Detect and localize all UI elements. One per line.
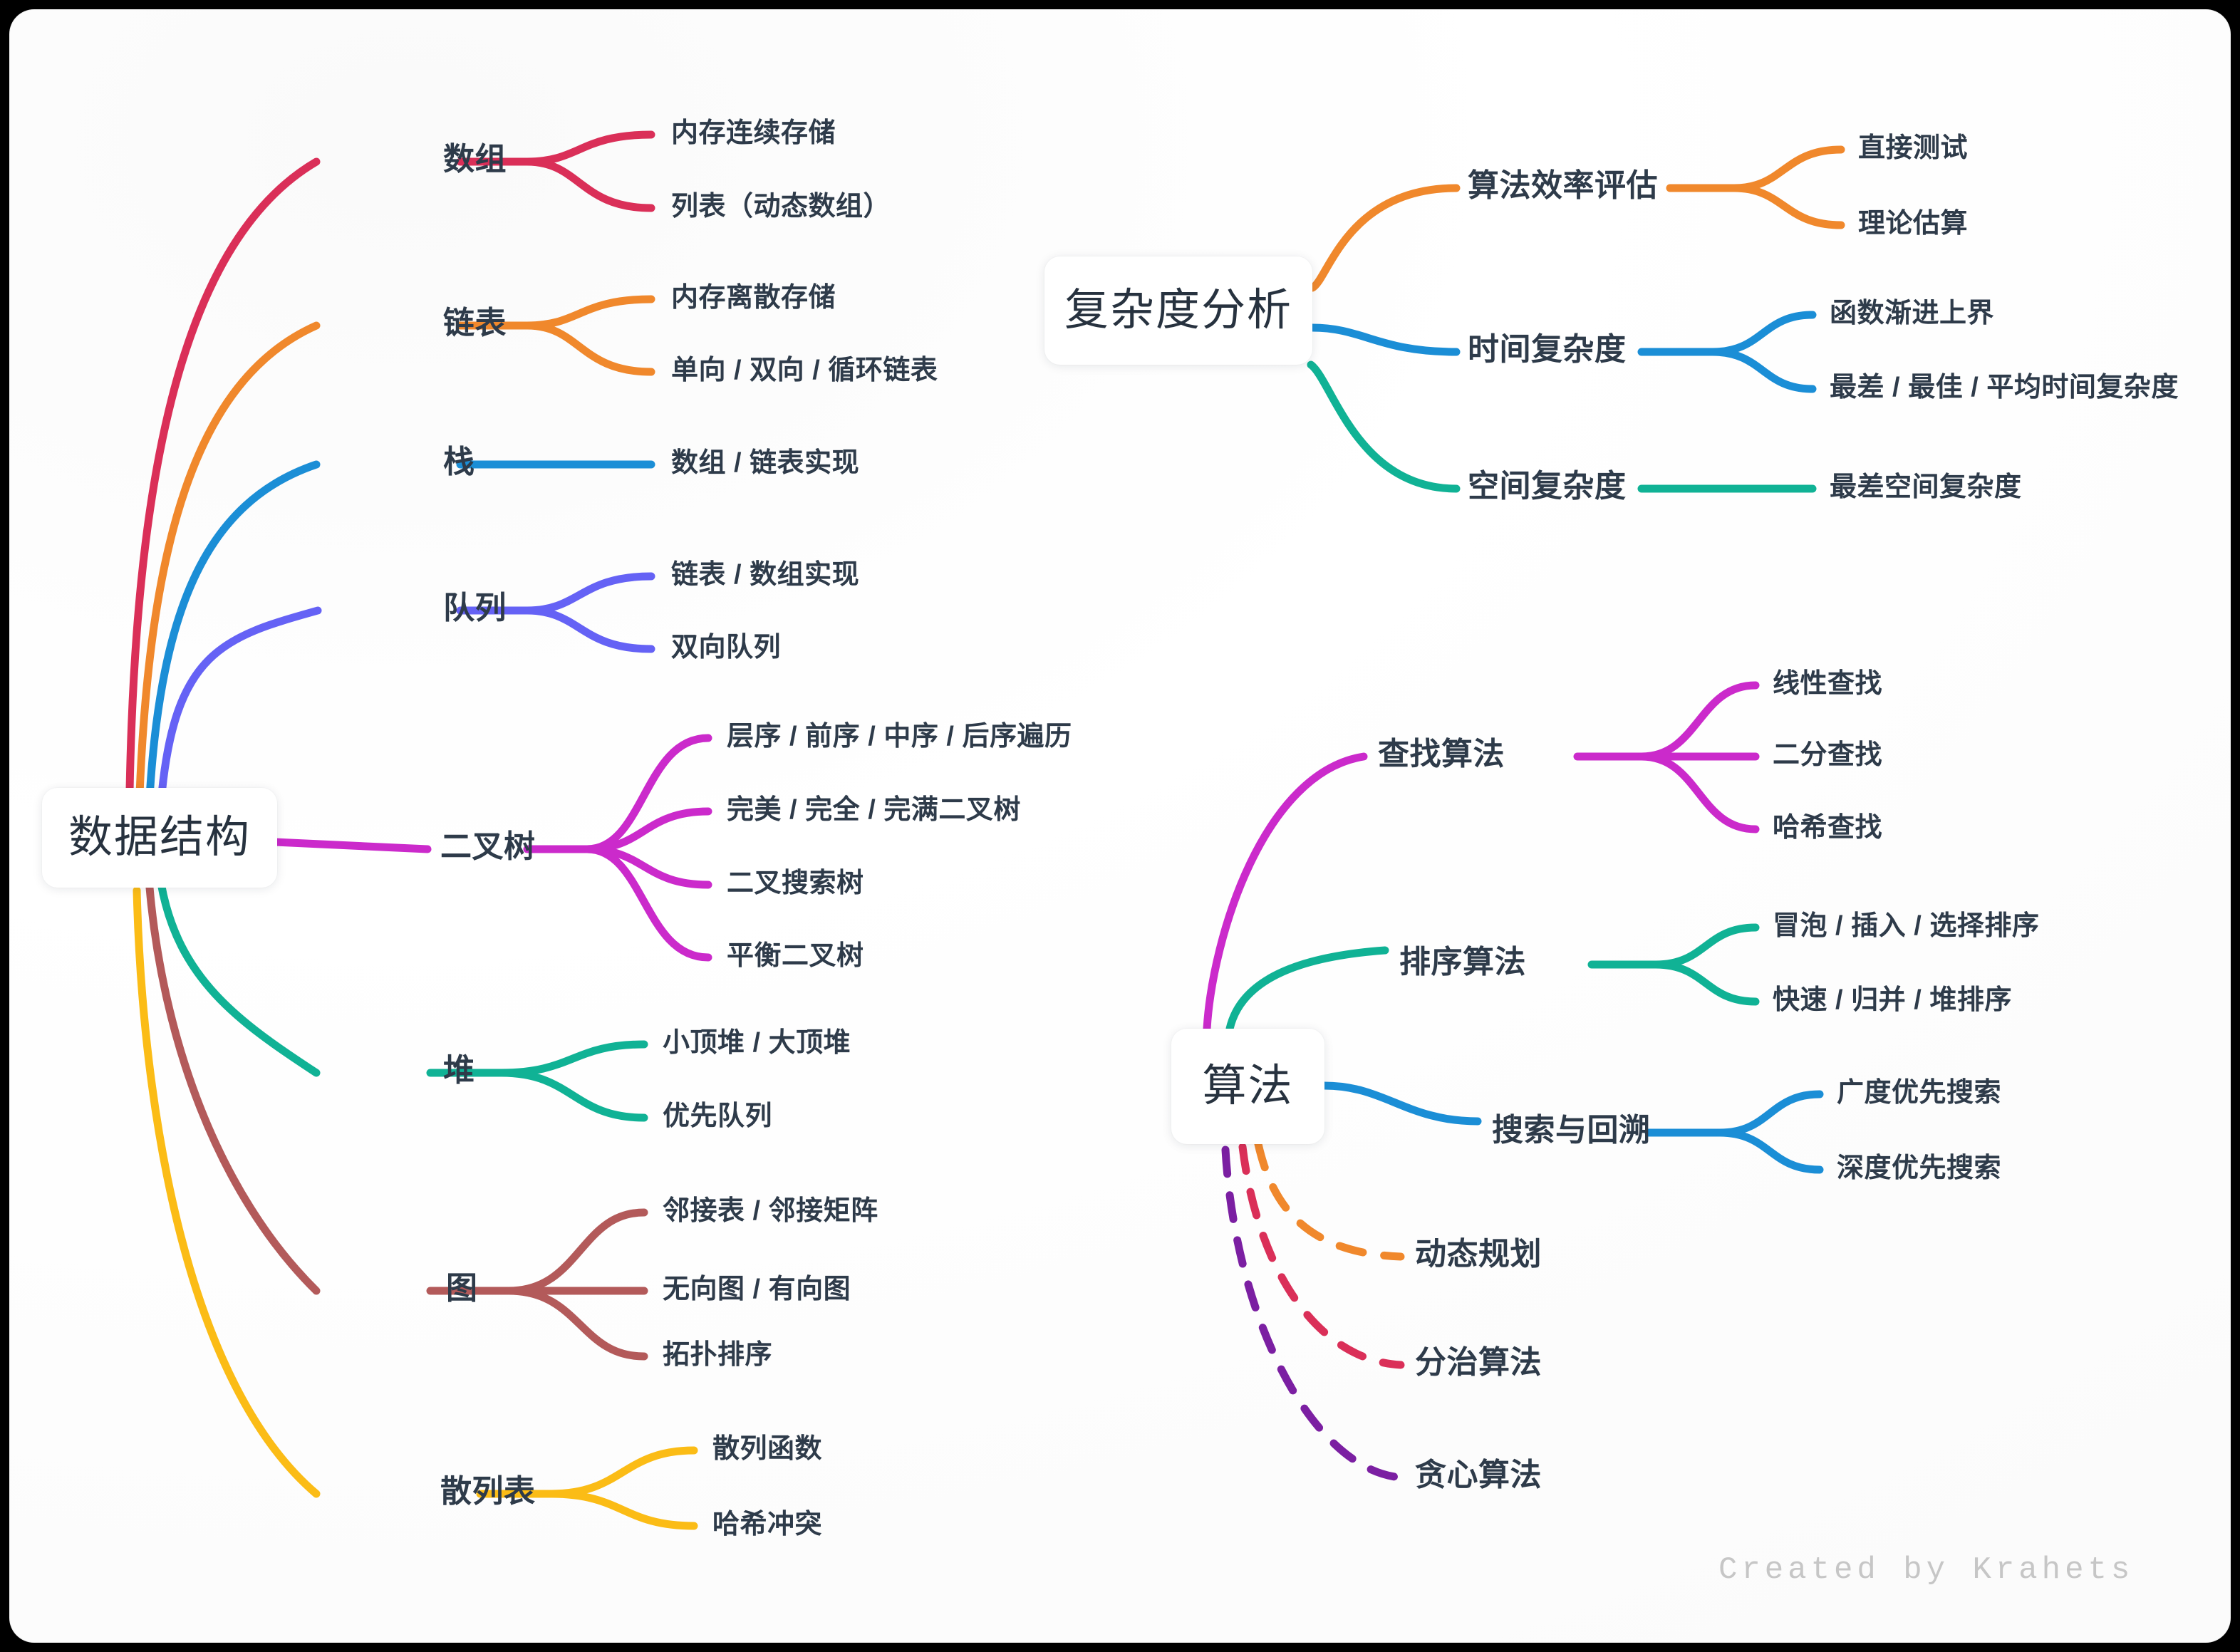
node-cx-efficiency[interactable]: 算法效率评估 — [1468, 168, 1658, 203]
leaf-linklist-kinds[interactable]: 单向 / 双向 / 循环链表 — [671, 355, 938, 385]
leaf-array-contiguous[interactable]: 内存连续存储 — [671, 118, 836, 148]
leaf-stack-impl[interactable]: 数组 / 链表实现 — [671, 448, 860, 478]
link-backtrack-c1 — [1716, 1128, 1824, 1174]
node-ds-graph[interactable]: 图 — [446, 1271, 478, 1306]
node-cx-space[interactable]: 空间复杂度 — [1468, 469, 1627, 504]
link-cx-time — [1308, 323, 1461, 356]
link-eff-c1 — [1730, 184, 1845, 229]
link-time-c0 — [1708, 311, 1817, 356]
node-ds-stack[interactable]: 栈 — [443, 445, 475, 479]
node-ds-linklist[interactable]: 链表 — [443, 306, 507, 341]
link-heap-c1 — [497, 1069, 648, 1122]
node-al-dp[interactable]: 动态规划 — [1415, 1237, 1542, 1272]
link-array-c1 — [523, 157, 655, 212]
link-al-search — [1203, 752, 1368, 1033]
leaf-cx-theory-estimate[interactable]: 理论估算 — [1858, 209, 1969, 239]
leaf-linklist-discrete[interactable]: 内存离散存储 — [671, 283, 836, 313]
credit-footer: Created by Krahets — [1718, 1552, 2135, 1588]
leaf-heap-priority-queue[interactable]: 优先队列 — [663, 1101, 773, 1131]
link-search-c0 — [1637, 681, 1760, 761]
node-ds-array[interactable]: 数组 — [443, 142, 507, 177]
leaf-backtrack-dfs[interactable]: 深度优先搜索 — [1837, 1153, 2002, 1183]
link-ds-array — [125, 157, 321, 794]
node-al-sort[interactable]: 排序算法 — [1399, 945, 1526, 980]
leaf-hash-function[interactable]: 散列函数 — [712, 1434, 823, 1464]
mindmap-connectors — [125, 130, 1845, 1530]
leaf-bintree-balanced[interactable]: 平衡二叉树 — [727, 941, 864, 971]
leaf-cx-direct-test[interactable]: 直接测试 — [1858, 133, 1969, 163]
node-ds-heap[interactable]: 堆 — [443, 1053, 475, 1088]
node-ds-queue[interactable]: 队列 — [443, 591, 507, 625]
link-ds-bintree — [271, 838, 432, 853]
leaf-heap-minmax[interactable]: 小顶堆 / 大顶堆 — [663, 1028, 851, 1058]
leaf-array-dynamic-list[interactable]: 列表（动态数组） — [671, 192, 891, 222]
leaf-queue-deque[interactable]: 双向队列 — [671, 633, 782, 663]
root-label-complexity-analysis: 复杂度分析 — [1064, 286, 1292, 335]
node-cx-time[interactable]: 时间复杂度 — [1468, 332, 1627, 367]
link-eff-c0 — [1730, 145, 1845, 192]
root-node-algorithm[interactable]: 算法 — [1171, 1029, 1324, 1144]
link-hashmap-c1 — [547, 1490, 698, 1530]
link-linklist-c1 — [523, 321, 655, 376]
leaf-graph-directedness[interactable]: 无向图 / 有向图 — [663, 1274, 851, 1304]
link-ds-linklist — [135, 321, 321, 798]
link-al-divide — [1238, 1143, 1405, 1369]
node-al-divide[interactable]: 分治算法 — [1415, 1345, 1542, 1380]
link-ds-queue — [157, 606, 322, 806]
link-sort-c0 — [1652, 923, 1760, 969]
leaf-queue-impl[interactable]: 链表 / 数组实现 — [671, 560, 860, 590]
link-al-greedy — [1221, 1146, 1405, 1482]
mindmap-card: 数据结构 复杂度分析 算法 数组 链表 栈 队列 二叉树 堆 图 散列表 内存连… — [10, 10, 2230, 1642]
node-ds-hashmap[interactable]: 散列表 — [440, 1474, 536, 1509]
leaf-hash-collision[interactable]: 哈希冲突 — [712, 1510, 823, 1539]
link-ds-heap — [157, 879, 321, 1077]
link-queue-c1 — [523, 606, 655, 653]
root-label-data-structure: 数据结构 — [68, 813, 251, 862]
link-linklist-c0 — [523, 295, 655, 330]
link-heap-c0 — [497, 1040, 648, 1077]
leaf-cx-worst-best-avg[interactable]: 最差 / 最佳 / 平均时间复杂度 — [1830, 373, 2179, 402]
leaf-search-linear[interactable]: 线性查找 — [1773, 669, 1883, 699]
link-cx-eff — [1308, 184, 1461, 292]
link-hashmap-c0 — [547, 1446, 698, 1498]
link-array-c0 — [523, 130, 655, 166]
link-al-sort — [1225, 946, 1389, 1033]
link-ds-graph — [145, 883, 321, 1295]
root-node-data-structure[interactable]: 数据结构 — [42, 788, 277, 888]
leaf-graph-toposort[interactable]: 拓扑排序 — [663, 1340, 773, 1370]
leaf-cx-worst-space[interactable]: 最差空间复杂度 — [1830, 472, 2022, 502]
leaf-bintree-traversal[interactable]: 层序 / 前序 / 中序 / 后序遍历 — [727, 722, 1072, 752]
root-label-algorithm: 算法 — [1202, 1061, 1294, 1111]
leaf-bintree-bst[interactable]: 二叉搜索树 — [727, 868, 864, 898]
leaf-sort-simple[interactable]: 冒泡 / 插入 / 选择排序 — [1773, 911, 2040, 941]
leaf-backtrack-bfs[interactable]: 广度优先搜索 — [1837, 1078, 2002, 1108]
link-al-dp — [1254, 1140, 1405, 1261]
leaf-search-binary[interactable]: 二分查找 — [1773, 740, 1883, 770]
link-graph-c2 — [504, 1287, 648, 1361]
leaf-search-hash[interactable]: 哈希查找 — [1773, 813, 1883, 843]
link-search-c2 — [1637, 752, 1760, 833]
root-node-complexity-analysis[interactable]: 复杂度分析 — [1044, 256, 1312, 365]
link-al-backtrack — [1320, 1081, 1482, 1126]
link-cx-space — [1307, 360, 1461, 493]
leaf-graph-representation[interactable]: 邻接表 / 邻接矩阵 — [663, 1196, 878, 1226]
link-bintree-c3 — [583, 845, 712, 962]
link-time-c1 — [1708, 348, 1817, 393]
leaf-cx-asymptotic[interactable]: 函数渐进上界 — [1830, 298, 1995, 328]
node-al-search[interactable]: 查找算法 — [1378, 737, 1505, 772]
link-graph-c0 — [504, 1208, 648, 1295]
node-al-backtrack[interactable]: 搜索与回溯 — [1492, 1113, 1651, 1148]
link-ds-stack — [145, 460, 321, 801]
leaf-sort-advanced[interactable]: 快速 / 归并 / 堆排序 — [1773, 985, 2012, 1015]
link-ds-hashmap — [133, 886, 321, 1498]
link-sort-c1 — [1652, 960, 1760, 1006]
link-queue-c0 — [523, 572, 655, 615]
leaf-bintree-types[interactable]: 完美 / 完全 / 完满二叉树 — [727, 795, 1021, 825]
node-ds-bintree[interactable]: 二叉树 — [440, 829, 536, 864]
link-backtrack-c0 — [1716, 1090, 1824, 1137]
node-al-greedy[interactable]: 贪心算法 — [1415, 1458, 1542, 1492]
